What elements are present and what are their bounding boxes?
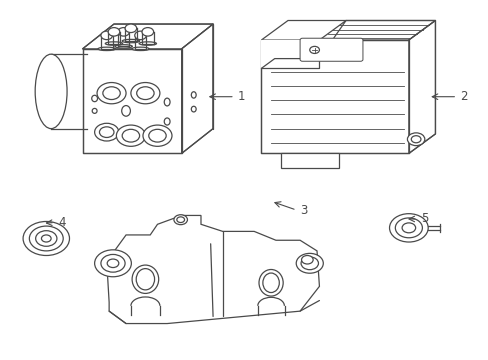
FancyBboxPatch shape xyxy=(300,38,362,61)
Circle shape xyxy=(122,129,139,142)
Circle shape xyxy=(102,87,120,100)
Ellipse shape xyxy=(122,39,139,43)
Circle shape xyxy=(148,129,166,142)
Text: 1: 1 xyxy=(237,90,244,103)
Polygon shape xyxy=(82,49,181,153)
Text: 3: 3 xyxy=(300,204,307,217)
Ellipse shape xyxy=(136,269,154,290)
Text: 5: 5 xyxy=(420,212,427,225)
Polygon shape xyxy=(106,215,319,324)
Circle shape xyxy=(41,235,51,242)
Circle shape xyxy=(309,46,319,54)
Polygon shape xyxy=(261,40,408,153)
Circle shape xyxy=(97,82,126,104)
Circle shape xyxy=(401,223,415,233)
Ellipse shape xyxy=(98,47,115,50)
Ellipse shape xyxy=(259,270,283,296)
Circle shape xyxy=(131,82,160,104)
Ellipse shape xyxy=(31,235,61,242)
Polygon shape xyxy=(280,153,338,168)
Ellipse shape xyxy=(164,98,170,106)
Circle shape xyxy=(389,214,427,242)
Ellipse shape xyxy=(263,273,279,293)
Ellipse shape xyxy=(92,95,97,102)
Circle shape xyxy=(142,125,172,146)
Circle shape xyxy=(118,28,129,36)
Circle shape xyxy=(137,87,154,100)
Circle shape xyxy=(95,123,119,141)
Polygon shape xyxy=(261,40,319,68)
Ellipse shape xyxy=(35,54,67,129)
Circle shape xyxy=(125,24,137,32)
Circle shape xyxy=(95,250,131,277)
Circle shape xyxy=(177,217,184,222)
Circle shape xyxy=(301,257,318,270)
Ellipse shape xyxy=(191,106,196,112)
Ellipse shape xyxy=(139,42,156,45)
Circle shape xyxy=(101,255,125,272)
Polygon shape xyxy=(408,21,435,153)
Circle shape xyxy=(36,231,57,246)
Ellipse shape xyxy=(122,105,130,116)
Ellipse shape xyxy=(132,47,149,50)
Circle shape xyxy=(407,133,424,145)
Polygon shape xyxy=(261,21,435,40)
Ellipse shape xyxy=(164,118,170,125)
Circle shape xyxy=(174,215,187,225)
Circle shape xyxy=(135,31,146,40)
Circle shape xyxy=(101,31,112,40)
Circle shape xyxy=(410,136,420,143)
Circle shape xyxy=(108,28,120,36)
Ellipse shape xyxy=(115,45,132,48)
Polygon shape xyxy=(181,24,213,153)
Polygon shape xyxy=(82,24,213,49)
Ellipse shape xyxy=(132,265,159,293)
Circle shape xyxy=(142,28,153,36)
Circle shape xyxy=(107,259,119,267)
Circle shape xyxy=(29,226,63,251)
Circle shape xyxy=(99,127,114,138)
Text: 2: 2 xyxy=(459,90,466,103)
Ellipse shape xyxy=(191,92,196,98)
Text: 4: 4 xyxy=(58,216,66,229)
Circle shape xyxy=(296,253,323,273)
Circle shape xyxy=(394,218,422,238)
Ellipse shape xyxy=(92,108,97,113)
Ellipse shape xyxy=(105,42,122,45)
Circle shape xyxy=(301,256,312,264)
Circle shape xyxy=(116,125,145,146)
Circle shape xyxy=(23,221,69,256)
